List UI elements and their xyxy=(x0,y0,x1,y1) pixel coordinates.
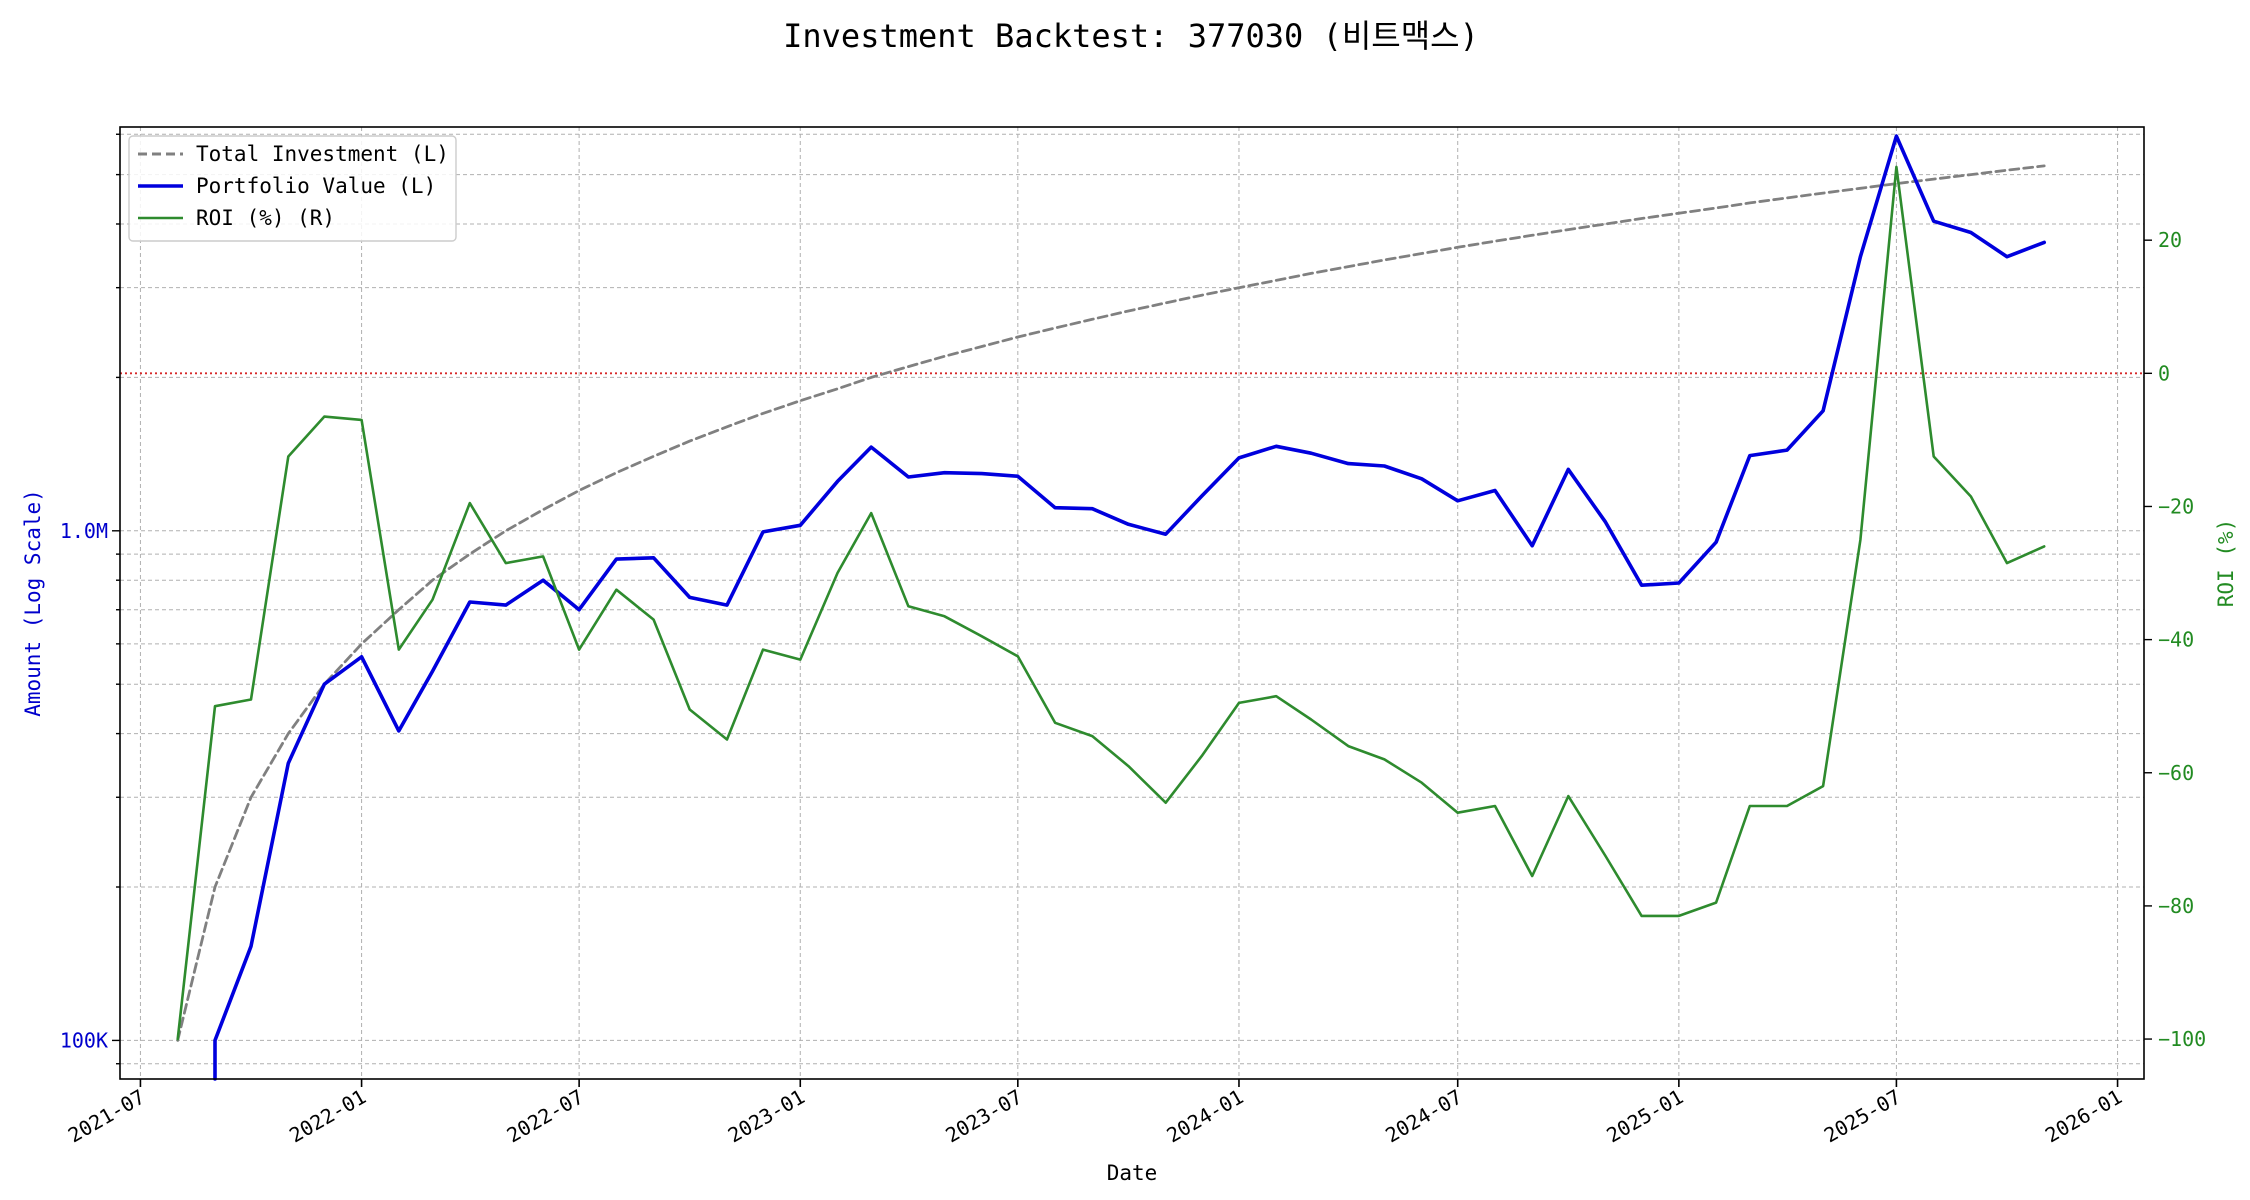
left-axis-ticks: 100K 1.0M xyxy=(60,133,120,1065)
x-tick-label: 2022-07 xyxy=(503,1085,588,1148)
series-layer xyxy=(176,134,2046,1081)
left-tick-label: 1.0M xyxy=(60,519,108,543)
right-tick-label: −80 xyxy=(2158,894,2194,918)
plot-frame xyxy=(119,126,2145,1080)
right-axis-label: ROI (%) xyxy=(2214,519,2238,608)
legend-label-total-investment: Total Investment (L) xyxy=(196,142,449,166)
x-tick-label: 2023-07 xyxy=(941,1085,1026,1148)
left-axis-label: Amount (Log Scale) xyxy=(21,489,45,717)
x-tick-label: 2022-01 xyxy=(285,1085,370,1148)
x-tick-label: 2023-01 xyxy=(724,1085,809,1148)
x-tick-label: 2024-01 xyxy=(1162,1085,1247,1148)
x-tick-label: 2021-07 xyxy=(64,1085,149,1148)
grid-layer xyxy=(120,127,2144,1079)
x-axis-ticks: 2021-07 2022-01 2022-07 2023-01 2023-07 2024-… xyxy=(64,1079,2126,1147)
legend-label-roi: ROI (%) (R) xyxy=(196,206,335,230)
right-tick-label: 0 xyxy=(2158,361,2170,385)
x-tick-label: 2024-07 xyxy=(1381,1085,1466,1148)
right-axis-ticks: 20 0 −20 −40 −60 −80 −100 xyxy=(2144,228,2206,1051)
series-total-investment-line xyxy=(176,164,2046,1042)
right-tick-label: −60 xyxy=(2158,761,2194,785)
right-tick-label: −20 xyxy=(2158,494,2194,518)
chart-title: Investment Backtest: 377030 (비트맥스) xyxy=(783,17,1479,55)
right-tick-label: 20 xyxy=(2158,228,2182,252)
series-portfolio-value-line xyxy=(213,134,2046,1081)
series-roi-line xyxy=(176,165,2046,1041)
right-tick-label: −40 xyxy=(2158,628,2194,652)
legend-label-portfolio-value: Portfolio Value (L) xyxy=(196,174,436,198)
x-tick-label: 2025-01 xyxy=(1602,1085,1687,1148)
right-tick-label: −100 xyxy=(2158,1027,2206,1051)
x-tick-label: 2025-07 xyxy=(1820,1085,1905,1148)
legend-box xyxy=(128,135,457,242)
x-axis-label: Date xyxy=(1107,1161,1158,1185)
legend: Total Investment (L) Portfolio Value (L)… xyxy=(128,135,457,242)
x-tick-label: 2026-01 xyxy=(2041,1085,2126,1148)
left-tick-label: 100K xyxy=(60,1028,108,1052)
